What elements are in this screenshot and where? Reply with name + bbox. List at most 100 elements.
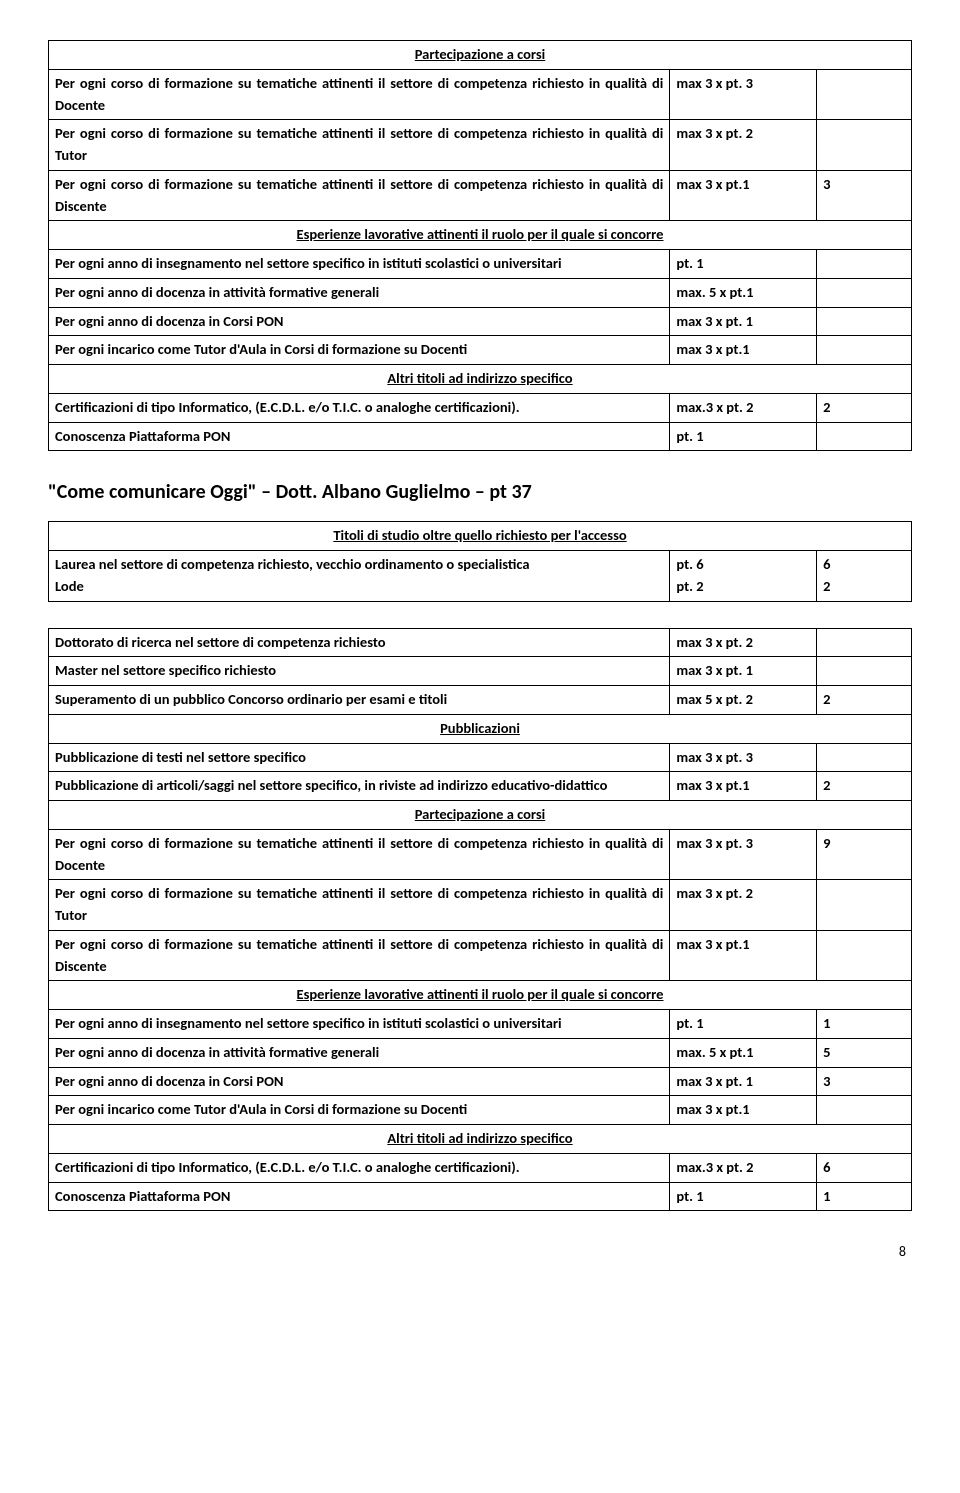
table-row: Laurea nel settore di competenza richies… (49, 551, 912, 602)
laurea-pts: pt. 6 (676, 555, 703, 573)
table-row: Per ogni anno di docenza in attività for… (49, 278, 912, 307)
table-row: Per ogni anno di docenza in attività for… (49, 1038, 912, 1067)
row-pts: max.3 x pt. 2 (670, 1153, 817, 1182)
row-pts: max 3 x pt.1 (670, 170, 817, 221)
row-pts: max 3 x pt. 1 (670, 307, 817, 336)
row-desc: Per ogni corso di formazione su tematich… (49, 170, 670, 221)
table-titoli: Titoli di studio oltre quello richiesto … (48, 521, 912, 601)
row-pts: max. 5 x pt.1 (670, 1038, 817, 1067)
section-titoli: Titoli di studio oltre quello richiesto … (49, 522, 912, 551)
table-row: Certificazioni di tipo Informatico, (E.C… (49, 393, 912, 422)
section-altri: Altri titoli ad indirizzo specifico (49, 365, 912, 394)
row-desc: Per ogni corso di formazione su tematich… (49, 69, 670, 120)
table-row: Certificazioni di tipo Informatico, (E.C… (49, 1153, 912, 1182)
row-desc: Per ogni anno di docenza in attività for… (49, 1038, 670, 1067)
section-esperienze: Esperienze lavorative attinenti il ruolo… (49, 221, 912, 250)
row-desc: Per ogni anno di docenza in attività for… (49, 278, 670, 307)
row-score (817, 628, 912, 657)
row-score: 2 (817, 393, 912, 422)
lode-pts: pt. 2 (676, 577, 703, 595)
row-score: 3 (817, 1067, 912, 1096)
row-desc: Conoscenza Piattaforma PON (49, 1182, 670, 1211)
table-row: Pubblicazione di articoli/saggi nel sett… (49, 772, 912, 801)
row-score (817, 657, 912, 686)
row-score (817, 880, 912, 931)
table-row: Per ogni corso di formazione su tematich… (49, 880, 912, 931)
row-score (817, 1096, 912, 1125)
row-pts: max 3 x pt. 3 (670, 69, 817, 120)
row-pts: max 3 x pt. 3 (670, 743, 817, 772)
row-desc: Per ogni anno di insegnamento nel settor… (49, 250, 670, 279)
row-pts: max 3 x pt.1 (670, 930, 817, 981)
row-desc: Certificazioni di tipo Informatico, (E.C… (49, 1153, 670, 1182)
row-desc: Per ogni anno di insegnamento nel settor… (49, 1010, 670, 1039)
row-score (817, 278, 912, 307)
lode-label: Lode (55, 577, 84, 595)
table-row: Per ogni anno di insegnamento nel settor… (49, 250, 912, 279)
row-desc: Per ogni corso di formazione su tematich… (49, 880, 670, 931)
row-score: 2 (817, 686, 912, 715)
table-row: Per ogni anno di docenza in Corsi PON ma… (49, 307, 912, 336)
row-pts: max 3 x pt. 2 (670, 628, 817, 657)
row-pts: pt. 6 pt. 2 (670, 551, 817, 602)
row-desc: Laurea nel settore di competenza richies… (49, 551, 670, 602)
lode-score: 2 (823, 577, 830, 595)
row-score (817, 69, 912, 120)
row-pts: max 3 x pt.1 (670, 1096, 817, 1125)
row-desc: Pubblicazione di articoli/saggi nel sett… (49, 772, 670, 801)
table-main: Dottorato di ricerca nel settore di comp… (48, 628, 912, 1212)
row-desc: Certificazioni di tipo Informatico, (E.C… (49, 393, 670, 422)
row-desc: Master nel settore specifico richiesto (49, 657, 670, 686)
row-desc: Per ogni anno di docenza in Corsi PON (49, 1067, 670, 1096)
row-score: 9 (817, 829, 912, 880)
section-pubblicazioni: Pubblicazioni (49, 714, 912, 743)
row-score (817, 422, 912, 451)
row-score: 1 (817, 1010, 912, 1039)
table-row: Per ogni anno di insegnamento nel settor… (49, 1010, 912, 1039)
row-desc: Per ogni corso di formazione su tematich… (49, 930, 670, 981)
table-row: Dottorato di ricerca nel settore di comp… (49, 628, 912, 657)
table-row: Per ogni incarico come Tutor d'Aula in C… (49, 1096, 912, 1125)
row-pts: pt. 1 (670, 250, 817, 279)
row-desc: Per ogni incarico come Tutor d'Aula in C… (49, 1096, 670, 1125)
row-score: 5 (817, 1038, 912, 1067)
row-pts: max 3 x pt. 2 (670, 120, 817, 171)
page-number: 8 (48, 1241, 912, 1262)
row-pts: max 5 x pt. 2 (670, 686, 817, 715)
row-pts: pt. 1 (670, 422, 817, 451)
table-row: Pubblicazione di testi nel settore speci… (49, 743, 912, 772)
section-partecipazione: Partecipazione a corsi (49, 41, 912, 70)
table-row: Superamento di un pubblico Concorso ordi… (49, 686, 912, 715)
row-desc: Dottorato di ricerca nel settore di comp… (49, 628, 670, 657)
table-row: Conoscenza Piattaforma PON pt. 1 1 (49, 1182, 912, 1211)
row-desc: Pubblicazione di testi nel settore speci… (49, 743, 670, 772)
row-score: 2 (817, 772, 912, 801)
row-desc: Conoscenza Piattaforma PON (49, 422, 670, 451)
row-score (817, 930, 912, 981)
row-score: 6 2 (817, 551, 912, 602)
table-row: Per ogni corso di formazione su tematich… (49, 120, 912, 171)
laurea-score: 6 (823, 555, 830, 573)
row-pts: max 3 x pt. 1 (670, 1067, 817, 1096)
row-score (817, 120, 912, 171)
row-pts: max 3 x pt. 1 (670, 657, 817, 686)
row-pts: max 3 x pt. 3 (670, 829, 817, 880)
table-row: Per ogni corso di formazione su tematich… (49, 69, 912, 120)
row-desc: Per ogni incarico come Tutor d'Aula in C… (49, 336, 670, 365)
table-row: Per ogni corso di formazione su tematich… (49, 930, 912, 981)
row-desc: Per ogni corso di formazione su tematich… (49, 829, 670, 880)
row-desc: Superamento di un pubblico Concorso ordi… (49, 686, 670, 715)
table-row: Master nel settore specifico richiesto m… (49, 657, 912, 686)
row-pts: max 3 x pt.1 (670, 772, 817, 801)
row-desc: Per ogni corso di formazione su tematich… (49, 120, 670, 171)
row-pts: max.3 x pt. 2 (670, 393, 817, 422)
row-score (817, 307, 912, 336)
row-pts: max. 5 x pt.1 (670, 278, 817, 307)
row-score: 6 (817, 1153, 912, 1182)
section-partecipazione-2: Partecipazione a corsi (49, 801, 912, 830)
row-score (817, 743, 912, 772)
row-pts: pt. 1 (670, 1182, 817, 1211)
page-title: "Come comunicare Oggi" – Dott. Albano Gu… (48, 477, 912, 507)
table-top: Partecipazione a corsi Per ogni corso di… (48, 40, 912, 451)
table-row: Per ogni anno di docenza in Corsi PON ma… (49, 1067, 912, 1096)
